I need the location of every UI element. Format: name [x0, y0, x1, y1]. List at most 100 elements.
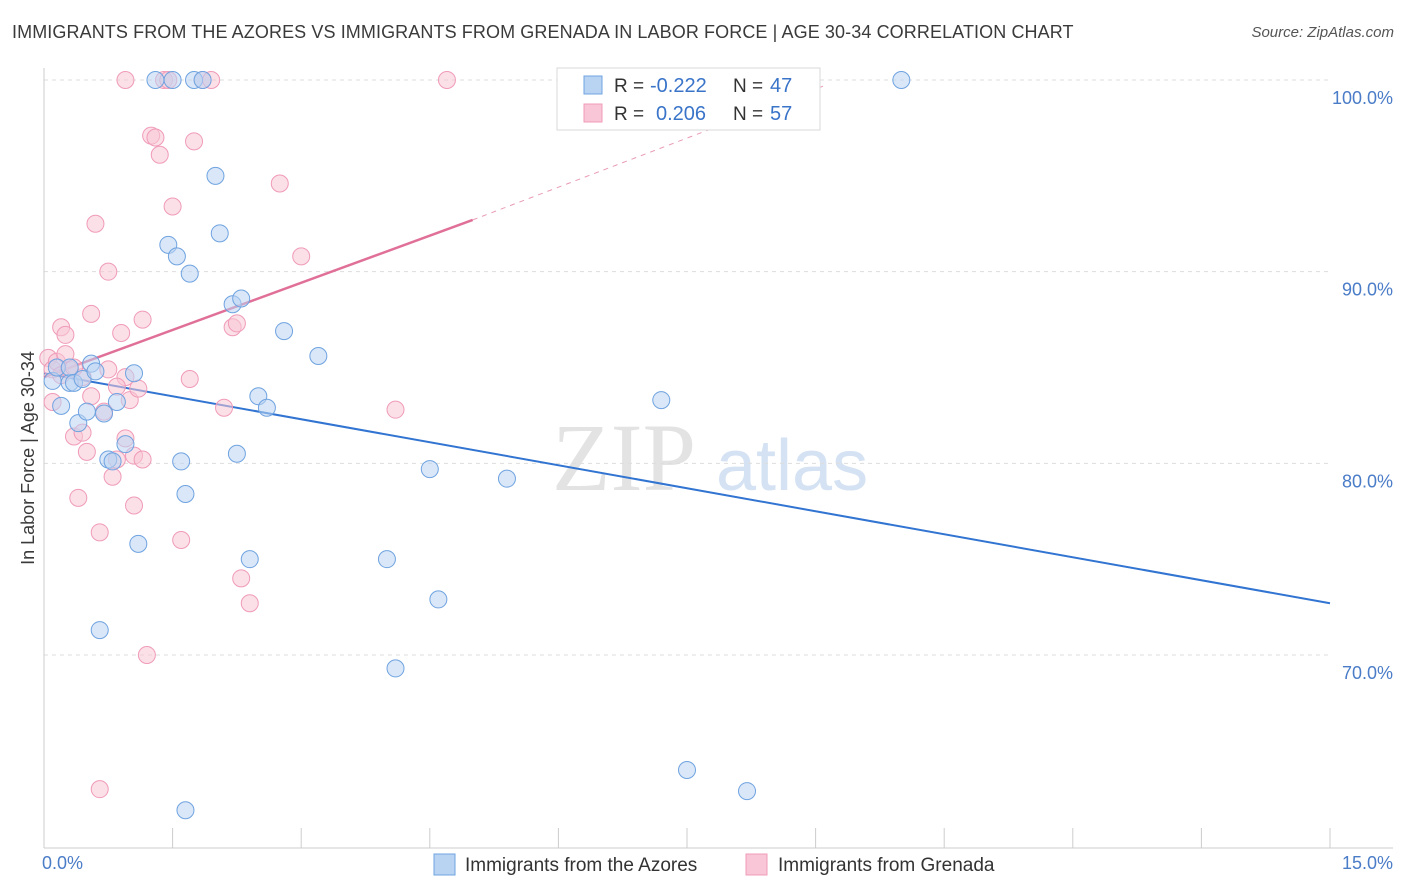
point-azores-32 [240, 550, 259, 569]
y-tick-label-1: 90.0% [1342, 280, 1393, 300]
point-grenada-42 [232, 569, 251, 588]
point-grenada-37 [185, 132, 204, 151]
point-azores-30 [232, 289, 251, 308]
bottom-legend-label-azores: Immigrants from the Azores [465, 855, 697, 876]
point-azores-23 [176, 485, 195, 503]
point-grenada-9 [69, 488, 88, 507]
point-azores-22 [172, 452, 191, 471]
bottom-legend-label-grenada: Immigrants from Grenada [778, 855, 995, 876]
legend-n-label-grenada: N = [733, 104, 763, 125]
point-grenada-13 [82, 304, 101, 323]
legend-box: R = -0.222 N = 47 R = 0.206 N = 57 [556, 67, 821, 131]
y-tick-label-3: 70.0% [1342, 663, 1393, 683]
x-tick-label-right: 15.0% [1342, 853, 1393, 873]
point-azores-35 [275, 322, 294, 341]
point-azores-21 [167, 247, 186, 266]
point-grenada-6 [56, 325, 75, 344]
watermark: ZIP atlas [552, 404, 868, 511]
legend-r-label-azores: R = [614, 76, 644, 97]
point-grenada-18 [103, 467, 122, 486]
point-azores-2 [52, 396, 71, 415]
data-points [39, 71, 911, 820]
bottom-legend: Immigrants from the Azores Immigrants fr… [433, 853, 995, 876]
trend-lines [43, 85, 1331, 605]
point-azores-47 [176, 801, 195, 820]
legend-swatch-grenada [583, 103, 603, 123]
point-azores-44 [738, 782, 757, 801]
point-azores-27 [206, 166, 225, 185]
source-label: Source: ZipAtlas.com [1251, 24, 1394, 41]
bottom-legend-swatch-azores [433, 853, 456, 876]
point-grenada-45 [292, 247, 311, 266]
point-grenada-25 [125, 496, 144, 515]
point-grenada-36 [180, 370, 199, 388]
point-azores-17 [129, 534, 148, 553]
legend-swatch-azores [583, 75, 603, 95]
y-tick-label-0: 100.0% [1332, 88, 1393, 108]
x-tick-label-left: 0.0% [42, 853, 83, 873]
legend-n-value-grenada: 57 [770, 103, 792, 125]
point-grenada-55 [133, 450, 152, 469]
point-grenada-39 [215, 398, 234, 417]
point-azores-46 [90, 621, 109, 640]
point-azores-41 [497, 469, 516, 488]
point-grenada-28 [137, 646, 156, 664]
point-grenada-17 [99, 262, 118, 281]
point-azores-15 [116, 435, 135, 454]
point-azores-11 [95, 404, 114, 423]
point-grenada-35 [172, 531, 191, 549]
trend-line-grenada [43, 218, 474, 379]
point-azores-45 [892, 71, 911, 89]
point-grenada-47 [437, 71, 456, 89]
legend-n-label-azores: N = [733, 76, 763, 97]
point-azores-10 [86, 362, 105, 381]
legend-r-value-grenada: 0.206 [656, 103, 706, 125]
point-azores-13 [103, 452, 122, 471]
y-axis-title: In Labor Force | Age 30-34 [18, 351, 38, 565]
point-grenada-15 [90, 523, 109, 542]
point-grenada-48 [90, 780, 109, 799]
point-grenada-44 [270, 174, 289, 193]
point-grenada-30 [146, 128, 165, 147]
point-grenada-31 [150, 145, 169, 164]
point-azores-36 [309, 347, 328, 365]
legend-r-value-azores: -0.222 [650, 75, 707, 97]
point-azores-8 [77, 402, 96, 421]
axes [43, 68, 1393, 849]
point-azores-31 [227, 444, 246, 463]
bottom-legend-swatch-grenada [745, 853, 768, 876]
point-grenada-27 [133, 310, 152, 329]
trend-line-azores [43, 372, 1331, 605]
legend-r-label-grenada: R = [614, 104, 644, 125]
point-grenada-20 [112, 324, 131, 342]
legend-n-value-azores: 47 [770, 75, 792, 97]
point-azores-43 [678, 761, 696, 779]
y-tick-labels: 100.0% 90.0% 80.0% 70.0% [1332, 88, 1393, 683]
point-azores-24 [180, 264, 199, 283]
point-azores-34 [257, 398, 276, 417]
point-azores-20 [163, 71, 182, 89]
point-grenada-52 [82, 387, 101, 406]
point-grenada-26 [129, 379, 148, 398]
watermark-zip: ZIP [552, 404, 696, 511]
point-azores-26 [193, 71, 212, 89]
point-grenada-56 [107, 377, 126, 396]
point-azores-16 [125, 364, 144, 383]
point-grenada-12 [77, 442, 96, 461]
point-grenada-49 [116, 71, 135, 89]
point-azores-28 [210, 224, 229, 243]
point-azores-42 [652, 391, 671, 410]
y-tick-label-2: 80.0% [1342, 471, 1393, 491]
point-grenada-41 [227, 314, 246, 333]
point-azores-14 [107, 393, 126, 411]
point-azores-40 [429, 590, 448, 609]
point-azores-37 [377, 550, 396, 569]
point-azores-38 [386, 659, 405, 678]
point-grenada-46 [386, 400, 405, 419]
point-grenada-43 [240, 594, 259, 613]
watermark-atlas: atlas [716, 426, 868, 506]
point-azores-18 [146, 71, 165, 89]
chart-title: IMMIGRANTS FROM THE AZORES VS IMMIGRANTS… [12, 22, 1074, 42]
point-azores-39 [420, 460, 439, 479]
